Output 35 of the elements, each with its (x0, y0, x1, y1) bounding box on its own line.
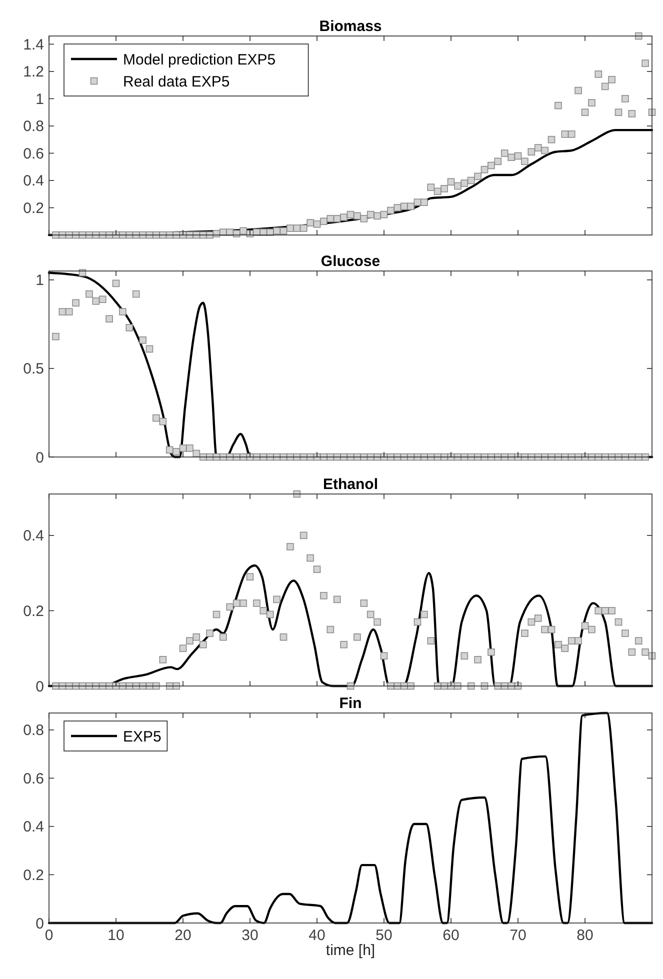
chart-title: Fin (339, 695, 362, 712)
chart-title: Glucose (320, 253, 380, 270)
y-tick-label: 0.4 (23, 528, 44, 545)
y-tick-label: 0.6 (23, 145, 44, 162)
y-tick-label: 0.2 (23, 602, 44, 620)
y-tick-label: 0.4 (23, 818, 44, 836)
x-axis-title: time [h] (326, 942, 376, 959)
y-tick-label: 0.2 (23, 866, 44, 884)
y-tick-label: 0.5 (23, 360, 44, 378)
y-tick-label: 0.2 (23, 200, 44, 217)
line-series (48, 712, 654, 924)
x-tick-label: 70 (510, 927, 526, 944)
y-tick-label: 0 (36, 449, 44, 466)
chart-title: Biomass (319, 18, 382, 35)
y-tick-label: 0.6 (23, 770, 44, 788)
y-tick-label: 0 (36, 915, 44, 932)
legend-label: EXP5 (123, 728, 162, 746)
legend-label: Model prediction EXP5 (123, 51, 276, 68)
x-tick-label: 40 (308, 927, 326, 944)
chart-title: Ethanol (323, 476, 378, 493)
x-tick-label: 10 (108, 927, 124, 944)
y-tick-label: 0.8 (23, 722, 44, 740)
y-tick-label: 0 (36, 678, 44, 696)
legend-label: Real data EXP5 (123, 73, 230, 90)
y-tick-label: 1 (36, 272, 44, 290)
x-tick-label: 30 (242, 927, 258, 944)
y-tick-label: 1 (36, 90, 44, 108)
x-tick-label: 60 (442, 927, 460, 944)
x-tick-label: 20 (174, 927, 192, 944)
y-tick-label: 1.4 (23, 36, 44, 54)
x-tick-label: 50 (376, 927, 392, 944)
x-tick-label: 80 (576, 927, 594, 944)
y-tick-label: 1.2 (23, 64, 44, 81)
y-tick-label: 0.4 (23, 172, 44, 190)
y-tick-label: 0.8 (23, 118, 44, 136)
